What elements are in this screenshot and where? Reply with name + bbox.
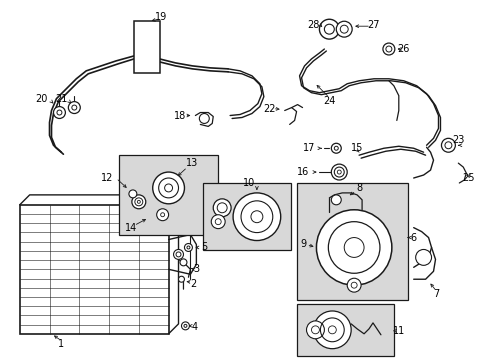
Text: 5: 5 <box>201 243 207 252</box>
Bar <box>20 205 168 334</box>
Bar <box>296 183 407 300</box>
Circle shape <box>319 19 339 39</box>
Text: 22: 22 <box>263 104 276 113</box>
Circle shape <box>233 193 280 240</box>
Circle shape <box>336 21 351 37</box>
Text: 15: 15 <box>350 143 363 153</box>
Text: 13: 13 <box>186 158 198 168</box>
Text: 6: 6 <box>410 233 416 243</box>
Text: 12: 12 <box>101 173 113 183</box>
Circle shape <box>331 143 341 153</box>
Circle shape <box>313 311 350 349</box>
Text: 7: 7 <box>432 289 439 299</box>
Circle shape <box>346 278 360 292</box>
Text: 8: 8 <box>355 183 362 193</box>
Circle shape <box>181 322 189 330</box>
Text: 28: 28 <box>306 20 319 30</box>
Text: 19: 19 <box>154 12 166 22</box>
Text: 1: 1 <box>58 339 64 349</box>
Text: 2: 2 <box>190 279 196 289</box>
Text: 3: 3 <box>193 264 199 274</box>
Circle shape <box>184 243 192 251</box>
Text: 23: 23 <box>451 135 464 145</box>
Bar <box>203 183 290 251</box>
Circle shape <box>441 138 454 152</box>
Circle shape <box>152 172 184 204</box>
Text: 4: 4 <box>191 322 197 332</box>
Circle shape <box>156 209 168 221</box>
Text: 20: 20 <box>35 94 47 104</box>
Circle shape <box>180 259 186 266</box>
Circle shape <box>132 195 145 209</box>
Text: 26: 26 <box>397 44 409 54</box>
Circle shape <box>53 107 65 118</box>
Text: 27: 27 <box>367 20 380 30</box>
Text: 24: 24 <box>323 96 335 105</box>
Text: 17: 17 <box>303 143 315 153</box>
Circle shape <box>211 215 224 229</box>
Circle shape <box>178 276 184 282</box>
Circle shape <box>199 113 209 123</box>
Text: 25: 25 <box>461 173 473 183</box>
Circle shape <box>331 164 346 180</box>
Text: 21: 21 <box>55 94 67 104</box>
Text: 10: 10 <box>243 178 255 188</box>
Circle shape <box>129 190 137 198</box>
Circle shape <box>316 210 391 285</box>
Text: 16: 16 <box>297 167 309 177</box>
Circle shape <box>306 321 324 339</box>
Circle shape <box>382 43 394 55</box>
Text: 11: 11 <box>392 326 404 336</box>
Circle shape <box>213 199 231 217</box>
Bar <box>296 304 393 356</box>
Bar <box>134 21 160 73</box>
Circle shape <box>68 102 80 113</box>
Text: 9: 9 <box>300 239 306 249</box>
Circle shape <box>173 249 183 260</box>
Circle shape <box>415 249 431 265</box>
Text: 18: 18 <box>174 111 186 121</box>
Text: 14: 14 <box>124 222 137 233</box>
Circle shape <box>331 195 341 205</box>
Bar <box>119 155 218 235</box>
